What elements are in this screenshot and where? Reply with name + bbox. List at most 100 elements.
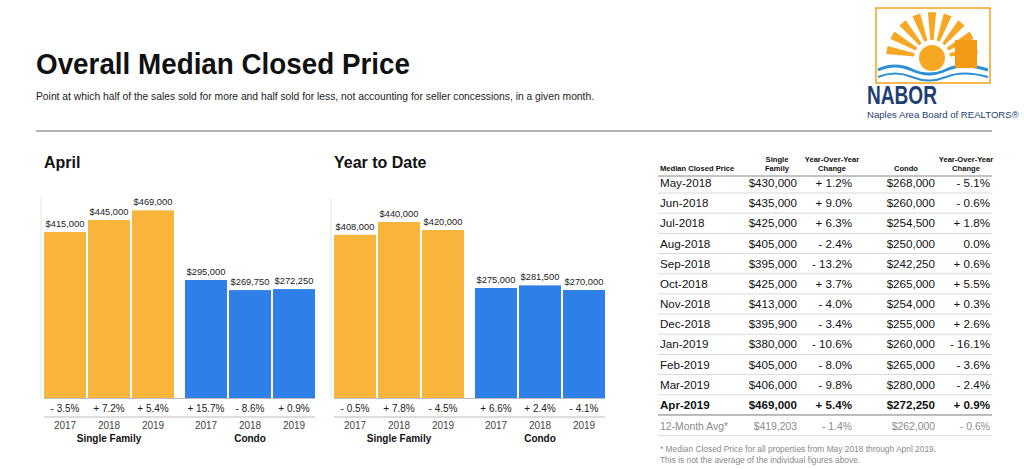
table-cell: $435,000: [749, 196, 797, 209]
row-rule: [658, 233, 992, 234]
y-axis-line: [41, 198, 42, 398]
x-tick-label: 2017: [344, 420, 367, 431]
logo-text: Naples Area Board of REALTORS®: [867, 109, 1019, 120]
table-cell: - 8.0%: [818, 358, 852, 371]
table-cell: + 1.2%: [816, 176, 852, 189]
y-axis-line: [331, 198, 332, 398]
summary-cell: 12-Month Avg*: [660, 421, 728, 432]
table-cell: Aug-2018: [660, 237, 710, 250]
row-rule: [658, 394, 992, 395]
bar: [422, 230, 464, 398]
table-cell: $254,000: [887, 297, 935, 310]
table-cell: - 3.6%: [956, 358, 990, 371]
table-cell: - 2.4%: [818, 237, 852, 250]
table-cell: $268,000: [887, 176, 935, 189]
header-rule: [36, 130, 992, 132]
table-cell: - 4.0%: [818, 297, 852, 310]
footnote: This is not the average of the individua…: [660, 455, 860, 465]
table-cell: Jul-2018: [660, 216, 704, 229]
change-label: - 8.6%: [236, 403, 265, 414]
data-label: $270,000: [565, 277, 604, 287]
table-cell: - 0.6%: [956, 196, 990, 209]
change-label: + 15.7%: [188, 403, 225, 414]
table-cell: $405,000: [749, 237, 797, 250]
table-cell: May-2018: [660, 176, 712, 189]
group-label: Condo: [524, 433, 556, 444]
bar: [44, 232, 86, 398]
x-tick-label: 2018: [98, 420, 121, 431]
table-cell: 0.0%: [964, 237, 990, 250]
data-label: $295,000: [187, 267, 226, 277]
table-header: Single: [766, 155, 789, 164]
table-cell: $260,000: [887, 337, 935, 350]
table-cell: $395,900: [749, 317, 797, 330]
table-header: Year-Over-Year: [805, 155, 860, 164]
row-rule: [658, 354, 992, 355]
table: Median Closed PriceSingleFamilyYear-Over…: [658, 155, 993, 465]
table-header: Median Closed Price: [660, 164, 734, 173]
bar: [273, 289, 315, 398]
table-cell: $405,000: [749, 358, 797, 371]
table-cell: - 9.8%: [818, 378, 852, 391]
table-cell: $260,000: [887, 196, 935, 209]
data-label: $269,750: [231, 277, 270, 287]
table-cell: - 3.4%: [818, 317, 852, 330]
chart: Year to Date$408,000- 0.5%2017$440,000+ …: [331, 154, 605, 444]
table-cell: - 5.1%: [956, 176, 990, 189]
logo-sun: [919, 45, 945, 71]
change-label: - 3.5%: [51, 403, 80, 414]
table-cell: $272,250: [887, 398, 935, 411]
table-cell: Oct-2018: [660, 277, 708, 290]
x-tick-label: 2019: [283, 420, 306, 431]
row-rule: [658, 273, 992, 274]
bar: [229, 290, 271, 398]
data-label: $275,000: [477, 275, 516, 285]
table-cell: $254,500: [887, 216, 935, 229]
group-label: Single Family: [367, 433, 432, 444]
table-header: Change: [818, 164, 846, 173]
table-cell: $265,000: [887, 277, 935, 290]
table-cell: + 5.5%: [954, 277, 990, 290]
bar: [519, 285, 561, 398]
table-cell: - 16.1%: [950, 337, 990, 350]
bar: [334, 235, 376, 398]
summary-cell: - 1.4%: [822, 421, 852, 432]
data-label: $440,000: [380, 209, 419, 219]
bar: [185, 280, 227, 398]
divider: [334, 417, 605, 418]
footnote: * Median Closed Price for all properties…: [660, 444, 936, 454]
x-tick-label: 2017: [195, 420, 218, 431]
table-cell: Apr-2019: [660, 398, 710, 411]
row-rule: [658, 414, 992, 415]
change-label: + 7.2%: [93, 403, 125, 414]
group-label: Condo: [234, 433, 266, 444]
chart: April$415,000- 3.5%2017$445,000+ 7.2%201…: [41, 154, 315, 444]
row-rule: [658, 253, 992, 254]
row-rule: [658, 293, 992, 294]
logo: NABORNaples Area Board of REALTORS®: [867, 8, 1019, 120]
table-cell: $250,000: [887, 237, 935, 250]
table-cell: $469,000: [749, 398, 797, 411]
table-cell: $280,000: [887, 378, 935, 391]
change-label: - 0.5%: [341, 403, 370, 414]
bar: [132, 210, 174, 398]
baseline: [334, 398, 605, 399]
bar: [88, 220, 130, 398]
table-cell: $395,000: [749, 257, 797, 270]
table-cell: + 3.7%: [816, 277, 852, 290]
data-label: $415,000: [46, 219, 85, 229]
table-cell: Jan-2019: [660, 337, 708, 350]
table-cell: - 2.4%: [956, 378, 990, 391]
logo-ray: [912, 14, 927, 42]
bars: [44, 210, 315, 398]
change-label: + 5.4%: [137, 403, 169, 414]
table-cell: $425,000: [749, 277, 797, 290]
table-cell: Dec-2018: [660, 317, 710, 330]
table-cell: Nov-2018: [660, 297, 710, 310]
x-tick-label: 2018: [529, 420, 552, 431]
change-label: + 7.8%: [383, 403, 415, 414]
change-label: + 2.4%: [524, 403, 556, 414]
x-tick-label: 2017: [54, 420, 77, 431]
table-cell: - 10.6%: [812, 337, 852, 350]
page: Overall Median Closed PricePoint at whic…: [0, 0, 1024, 469]
